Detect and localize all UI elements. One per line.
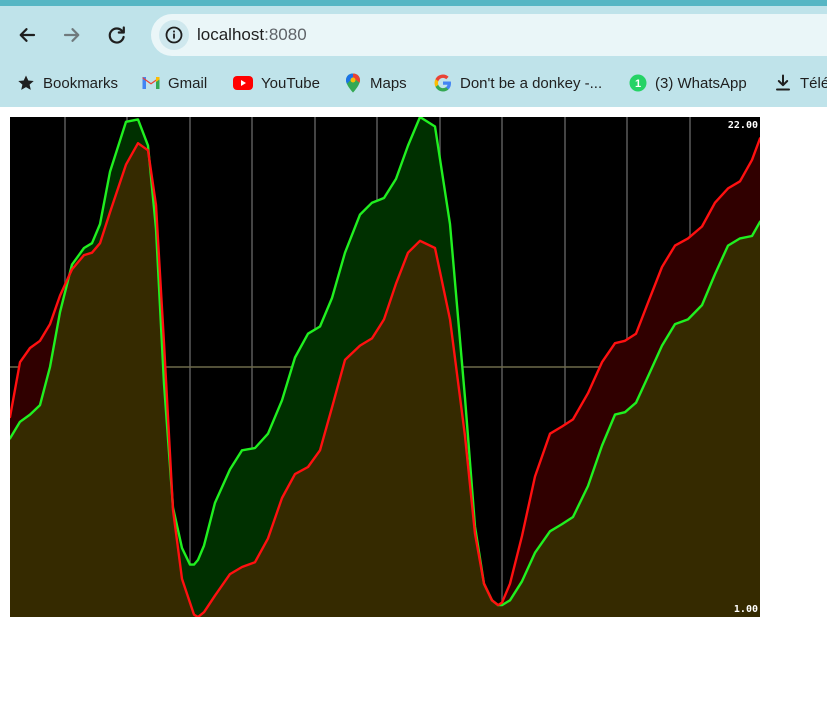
band-fill-green	[203, 502, 216, 614]
band-fill-red	[29, 340, 41, 416]
address-bar[interactable]: localhost:8080	[151, 14, 827, 56]
site-info-icon[interactable]	[159, 20, 189, 50]
download-icon	[774, 74, 792, 92]
whatsapp-badge: 1	[635, 78, 641, 90]
base-area-fill	[10, 143, 760, 617]
band-fill-red	[561, 418, 574, 525]
band-fill-red	[687, 225, 703, 321]
bookmark-label: (3) WhatsApp	[655, 74, 747, 92]
band-fill-red	[727, 180, 741, 247]
bookmark-label: YouTube	[261, 74, 320, 92]
bookmark-youtube[interactable]: YouTube	[233, 72, 320, 94]
gmail-icon	[142, 74, 160, 92]
back-arrow-icon	[19, 28, 36, 42]
chart-canvas: 22.00 1.00	[10, 117, 760, 617]
url-host: localhost	[197, 25, 265, 44]
bookmark-download[interactable]: Télé	[774, 72, 827, 94]
bookmark-label: Maps	[370, 74, 407, 92]
maps-icon	[344, 73, 362, 93]
forward-button[interactable]	[57, 20, 87, 50]
bookmark-bookmarks[interactable]: Bookmarks	[17, 72, 118, 94]
band-fill-green	[229, 449, 243, 575]
browser-toolbar: localhost:8080	[0, 6, 827, 62]
bookmark-whatsapp[interactable]: 1 (3) WhatsApp	[629, 72, 747, 94]
band-fill-red	[549, 425, 563, 532]
url-text: localhost:8080	[197, 25, 307, 45]
window-top-strip	[0, 0, 827, 6]
y-axis-min-label: 1.00	[733, 604, 758, 615]
bookmark-google[interactable]: Don't be a donkey -...	[434, 72, 602, 94]
band-fill-red	[624, 333, 637, 413]
url-port: :8080	[264, 25, 307, 44]
bookmarks-bar: Bookmarks Gmail YouTube Maps	[0, 62, 827, 107]
whatsapp-icon: 1	[629, 74, 647, 92]
bookmark-label: Bookmarks	[43, 74, 119, 92]
forward-arrow-icon	[63, 28, 80, 42]
band-fill-green	[407, 117, 421, 254]
band-fill-green	[359, 201, 373, 347]
reload-icon	[108, 26, 125, 44]
band-fill-green	[419, 117, 436, 249]
band-fill-green	[307, 325, 321, 468]
band-fill-red	[674, 237, 689, 325]
youtube-icon	[233, 74, 253, 92]
area-chart	[10, 117, 760, 617]
band-fill-red	[751, 138, 760, 238]
series-line-red	[10, 137, 760, 617]
back-button[interactable]	[12, 20, 42, 50]
band-fill-red	[614, 340, 626, 415]
series-line-green	[10, 117, 760, 607]
area-fills	[10, 117, 760, 617]
bookmark-label: Gmail	[168, 74, 208, 92]
bookmark-label: Don't be a donkey -...	[460, 74, 603, 92]
series-lines	[10, 117, 760, 617]
google-icon	[434, 74, 452, 92]
star-icon	[17, 74, 35, 92]
bookmark-label: Télé	[800, 74, 827, 92]
band-fill-green	[193, 559, 199, 617]
band-fill-green	[241, 447, 256, 568]
y-axis-max-label: 22.00	[727, 120, 758, 131]
bookmark-maps[interactable]: Maps	[344, 72, 407, 94]
reload-button[interactable]	[102, 20, 132, 50]
bookmark-gmail[interactable]: Gmail	[142, 72, 207, 94]
band-fill-green	[371, 197, 385, 340]
